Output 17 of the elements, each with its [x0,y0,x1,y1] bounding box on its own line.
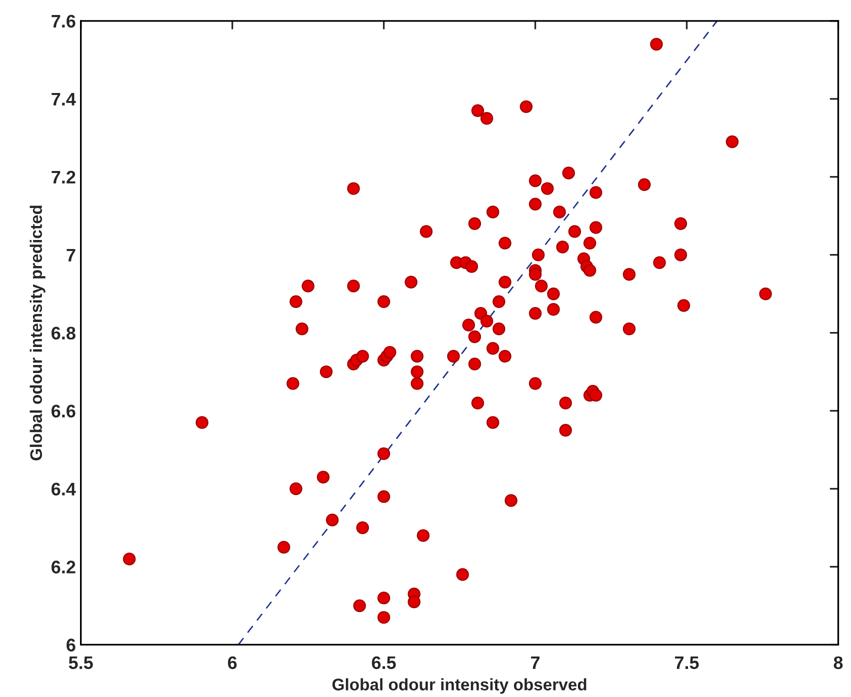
y-tick-label: 6.6 [52,404,76,418]
y-axis-title: Global odour intensity predicted [30,206,46,460]
x-axis-title: Global odour intensity observed [332,678,586,694]
y-tick-label: 7.4 [52,93,76,106]
x-tick-label: 7 [531,656,540,669]
y-tick-label: 6 [66,638,76,652]
x-tick-label: 6 [228,656,237,670]
x-tick-label: 5.5 [68,656,93,670]
y-tick-label: 6.8 [52,326,76,340]
y-tick-label: 7.2 [52,170,76,184]
y-tick-label: 6.4 [52,482,76,496]
x-tick-label: 7.5 [674,656,699,670]
x-tick-label: 6.5 [372,656,396,670]
y-tick-label: 6.2 [52,560,76,574]
x-tick-label: 8 [834,656,843,670]
y-tick-label: 7 [66,248,76,262]
y-tick-label: 7.6 [52,14,76,28]
